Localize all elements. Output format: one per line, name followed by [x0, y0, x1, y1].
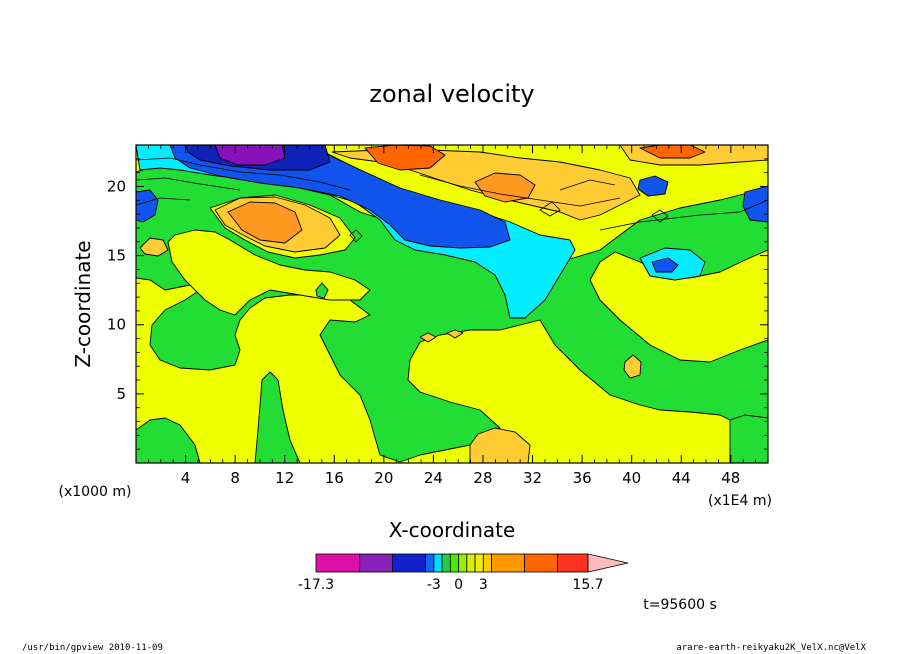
- y-tick-label: 20: [107, 177, 126, 195]
- plot-frame: [135, 144, 769, 464]
- colorbar-segment: [449, 553, 459, 573]
- y-tick-label: 10: [107, 316, 126, 334]
- contour-region-blue: [651, 257, 679, 273]
- x-tick-label: 40: [622, 469, 641, 487]
- colorbar-segment: [466, 553, 476, 573]
- colorbar-label: 15.7: [572, 577, 603, 593]
- contour-line: [136, 197, 191, 206]
- colorbar-label: 3: [479, 577, 488, 593]
- colorbar-segment: [557, 553, 589, 573]
- x-axis-label: X-coordinate: [389, 518, 516, 542]
- contour-region-blue: [169, 145, 511, 249]
- contour-region-blue: [742, 185, 768, 223]
- contour-line: [651, 209, 669, 223]
- contour-region-green: [315, 282, 329, 299]
- x-unit-right: (x1E4 m): [708, 493, 772, 509]
- colorbar-segment: [359, 553, 394, 573]
- colorbar-segment: [433, 553, 443, 573]
- chart-title: zonal velocity: [369, 80, 534, 108]
- contour-line: [136, 157, 351, 191]
- x-unit-left: (x1000 m): [59, 484, 132, 500]
- contour-region-orange: [227, 201, 303, 244]
- contour-line: [559, 179, 616, 191]
- y-tick-label: 5: [116, 385, 126, 403]
- plot-area: [136, 145, 768, 463]
- contour-region-orange: [474, 172, 536, 203]
- contour-region-blue: [637, 175, 669, 197]
- colorbar-segment: [425, 553, 435, 573]
- x-tick-label: 8: [230, 469, 240, 487]
- colorbar-extend-arrow: [587, 553, 629, 573]
- colorbar-segment: [315, 553, 361, 573]
- x-tick-label: 4: [181, 469, 191, 487]
- contour-line: [599, 199, 768, 231]
- x-tick-label: 32: [523, 469, 542, 487]
- colorbar-label: -17.3: [298, 577, 334, 593]
- contour-line: [419, 174, 621, 207]
- contour-regions: [136, 145, 768, 463]
- contour-region-green: [254, 371, 301, 463]
- colorbar-segment: [458, 553, 468, 573]
- colorbar-label: -3: [427, 577, 441, 593]
- colorbar-segment: [392, 553, 427, 573]
- colorbar-segment: [441, 553, 451, 573]
- contour-region-blue: [136, 189, 159, 223]
- time-label: t=95600 s: [643, 597, 717, 613]
- colorbar-segment: [491, 553, 525, 573]
- y-tick-label: 15: [107, 247, 126, 265]
- footer-right: arare-earth-reikyaku2K_VelX.nc@VelX: [676, 643, 866, 653]
- contour-line: [136, 177, 241, 191]
- contour-region-light_orange: [139, 237, 169, 257]
- footer-left: /usr/bin/gpview 2010-11-09: [22, 643, 163, 653]
- contour-region-light_orange: [623, 354, 642, 379]
- x-tick-label: 44: [672, 469, 691, 487]
- contour-region-light_orange: [469, 427, 531, 463]
- contour-region-green: [729, 414, 768, 463]
- colorbar: -17.3 -3 0 3 15.7: [298, 553, 629, 593]
- contour-line: [349, 229, 363, 243]
- colorbar-label: 0: [454, 577, 463, 593]
- contour-region-light_orange: [419, 332, 437, 343]
- x-tick-label: 12: [275, 469, 294, 487]
- x-tick-label: 36: [573, 469, 592, 487]
- x-tick-label: 20: [374, 469, 393, 487]
- contour-region-green: [136, 417, 201, 463]
- contour-region-light_orange: [446, 329, 464, 339]
- x-tick-label: 16: [325, 469, 344, 487]
- colorbar-segment: [474, 553, 484, 573]
- x-tick-label: 48: [721, 469, 740, 487]
- y-axis-label: Z-coordinate: [71, 240, 95, 367]
- colorbar-segment: [524, 553, 558, 573]
- contour-region-purple: [214, 145, 286, 166]
- x-tick-label: 24: [424, 469, 443, 487]
- contour-line: [539, 201, 561, 217]
- x-axis: 4 8 12 16 20 24 28 32 36 40 44 48: [147, 145, 757, 487]
- x-tick-label: 28: [473, 469, 492, 487]
- y-axis: 5 10 15 20: [107, 158, 768, 450]
- colorbar-segment: [482, 553, 492, 573]
